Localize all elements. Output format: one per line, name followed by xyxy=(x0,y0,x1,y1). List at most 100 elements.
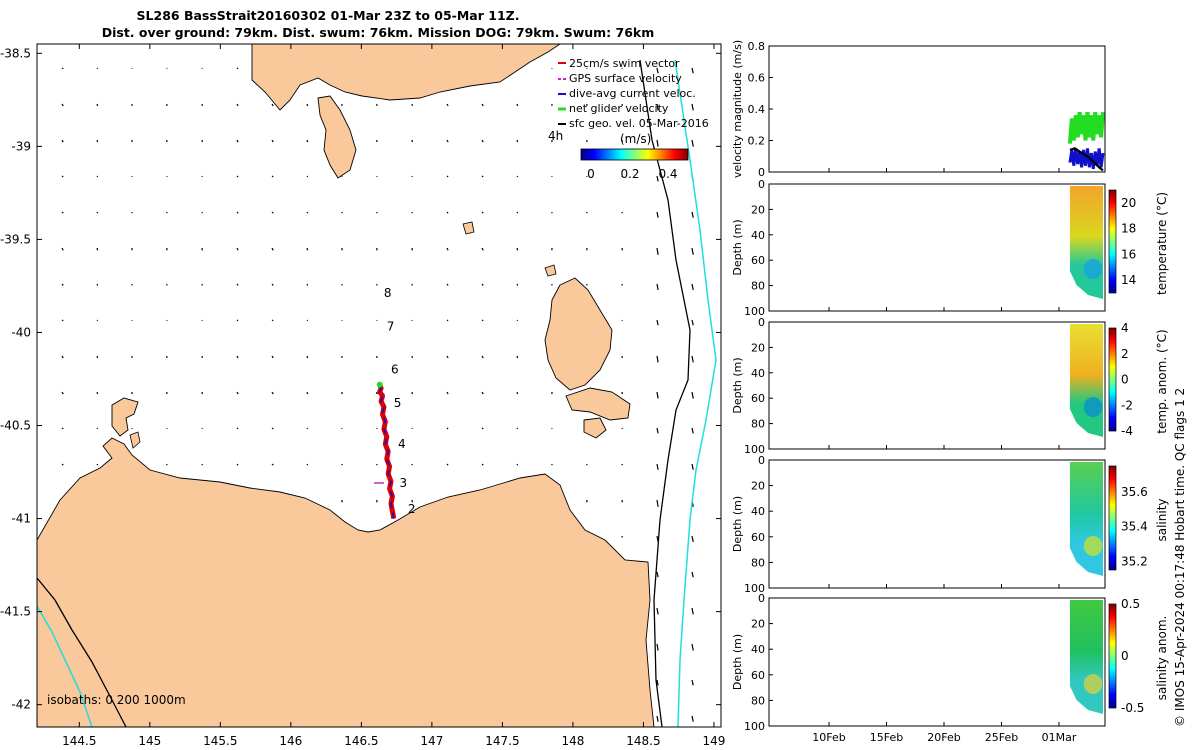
temperature_anomaly-colorbar-tick-4: 4 xyxy=(1121,321,1129,335)
isobath-1000m-west xyxy=(37,605,93,727)
velocity-arrow-140 xyxy=(306,319,309,322)
map-xtick-label-4: 146.5 xyxy=(344,734,378,748)
map-ytick-label-2: -39.5 xyxy=(0,232,31,246)
temperature_anomaly-ytick-label-4: 80 xyxy=(751,418,765,431)
legend-time-label: 4h xyxy=(548,129,563,143)
day-marker-3: 3 xyxy=(399,476,407,490)
temperature-colorbar-tick-3: 20 xyxy=(1121,196,1136,210)
velocity-arrow-340 xyxy=(656,679,659,686)
time-xtick-label-2: 20Feb xyxy=(927,731,960,744)
velocity-arrow-27 xyxy=(96,355,99,359)
salinity-ylabel: Depth (m) xyxy=(731,496,744,552)
velocity-arrow-339 xyxy=(656,643,659,651)
map-colorbar-label: (m/s) xyxy=(620,132,651,146)
velocity-arrow-349 xyxy=(691,319,694,326)
velocity-arrow-258 xyxy=(516,463,519,466)
temperature-colorbar-tick-0: 14 xyxy=(1121,273,1136,287)
salinity_anomaly-colorbar-tick-0: -0.5 xyxy=(1121,701,1144,715)
velocity-arrow-101 xyxy=(236,283,239,286)
velocity-arrow-352 xyxy=(691,427,694,434)
isobath-200m-west xyxy=(37,577,127,727)
day-marker-4: 4 xyxy=(398,437,406,451)
velocity-arrow-359 xyxy=(691,679,694,686)
temperature_anomaly-ylabel: Depth (m) xyxy=(731,357,744,413)
velocity-arrow-125 xyxy=(271,463,274,466)
title-line-2: Dist. over ground: 79km. Dist. swum: 76k… xyxy=(102,25,655,40)
velocity-arrow-116 xyxy=(271,139,274,143)
temperature_anomaly-background xyxy=(769,322,1105,449)
track-dive-avg xyxy=(378,384,395,519)
title-line-1: SL286 BassStrait20160302 01-Mar 23Z to 0… xyxy=(137,8,520,23)
velocity-arrow-10 xyxy=(61,427,64,430)
velocity-arrow-29 xyxy=(96,427,99,430)
salinity_anomaly-colorbar-label: salinity anom. xyxy=(1155,616,1169,701)
salinity_anomaly-ytick-label-3: 60 xyxy=(751,669,765,682)
panel-salinity_anomaly: 0 20 40 60 80 100 Depth (m) -0.5 0 0.5 salinity an… xyxy=(731,592,1169,744)
land-small-island xyxy=(544,264,557,277)
salinity_anomaly-ytick-label-1: 20 xyxy=(751,618,765,631)
salinity-colorbar-label: salinity xyxy=(1155,498,1169,541)
salinity-colorbar xyxy=(1108,465,1117,571)
temperature_anomaly-ytick-label-1: 20 xyxy=(751,341,765,354)
velocity-arrow-121 xyxy=(271,319,274,322)
velocity-arrow-355 xyxy=(691,535,694,543)
velocity-arrow-323 xyxy=(656,67,659,74)
velocity-series-0 xyxy=(1067,111,1105,144)
velocity-arrow-105 xyxy=(236,427,239,430)
velocity-arrow-215 xyxy=(446,283,449,286)
map-colorbar xyxy=(580,148,689,161)
temperature-ytick-label-1: 20 xyxy=(751,203,765,216)
velocity-ylabel: velocity magnitude (m/s) xyxy=(731,40,744,178)
map-xtick-label-0: 144.5 xyxy=(62,734,96,748)
temperature-colorbar xyxy=(1108,189,1117,294)
velocity-arrow-346 xyxy=(691,211,694,218)
velocity-arrow-251 xyxy=(516,211,519,214)
temperature-ytick-label-2: 40 xyxy=(751,229,765,242)
temperature_anomaly-colorbar-tick-2: 0 xyxy=(1121,373,1129,387)
velocity-arrow-335 xyxy=(656,499,659,507)
velocity-arrow-325 xyxy=(656,139,659,147)
salinity_anomaly-ytick-label-5: 100 xyxy=(744,720,765,733)
salinity-colorbar-tick-0: 35.2 xyxy=(1121,554,1148,568)
velocity-arrow-233 xyxy=(481,247,484,251)
temperature-ylabel: Depth (m) xyxy=(731,219,744,275)
velocity-arrow-343 xyxy=(691,103,694,111)
credit-text: © IMOS 15-Apr-2024 00:17:48 Hobart time.… xyxy=(1173,388,1187,727)
velocity-arrow-118 xyxy=(271,211,274,214)
temperature_anomaly-colorbar-label: temp. anom. (°C) xyxy=(1155,329,1169,433)
velocity-arrow-329 xyxy=(656,283,659,291)
velocity-arrow-332 xyxy=(656,391,659,399)
velocity-arrow-238 xyxy=(481,427,484,430)
temperature_anomaly-ytick-label-3: 60 xyxy=(751,392,765,405)
velocity-arrow-348 xyxy=(691,283,694,291)
velocity-arrow-1 xyxy=(61,103,64,107)
velocity-arrow-96 xyxy=(236,103,239,107)
velocity-arrow-28 xyxy=(96,391,99,395)
salinity-colorbar-tick-1: 35.4 xyxy=(1121,520,1148,534)
map-xtick-label-3: 146 xyxy=(279,734,302,748)
velocity-arrow-210 xyxy=(446,103,449,107)
velocity-arrow-256 xyxy=(516,391,519,395)
salinity_anomaly-background xyxy=(769,598,1105,726)
track-start-marker xyxy=(376,381,383,388)
temperature-ytick-label-4: 80 xyxy=(751,280,765,293)
temperature-colorbar-label: temperature (°C) xyxy=(1155,192,1169,295)
velocity-arrow-236 xyxy=(481,355,484,359)
velocity-arrow-20 xyxy=(96,103,99,107)
velocity-arrow-8 xyxy=(61,355,64,359)
velocity-arrow-6 xyxy=(61,283,64,286)
velocity-arrow-347 xyxy=(691,247,694,255)
legend-entry-gps: GPS surface velocity xyxy=(569,72,682,85)
day-marker-5: 5 xyxy=(394,396,402,410)
velocity-arrow-11 xyxy=(61,463,64,466)
velocity-arrow-252 xyxy=(516,247,519,251)
velocity-arrow-115 xyxy=(271,103,274,107)
salinity_anomaly-frame xyxy=(768,597,1106,727)
land-king-island xyxy=(111,397,139,437)
salinity-ytick-label-1: 20 xyxy=(751,480,765,493)
land-hunter-island xyxy=(129,431,141,449)
velocity-ytick-label-4: 0.8 xyxy=(748,40,766,53)
time-xtick-label-1: 15Feb xyxy=(870,731,903,744)
salinity-ytick-label-5: 100 xyxy=(744,582,765,595)
map-xtick-label-8: 148.5 xyxy=(626,734,660,748)
